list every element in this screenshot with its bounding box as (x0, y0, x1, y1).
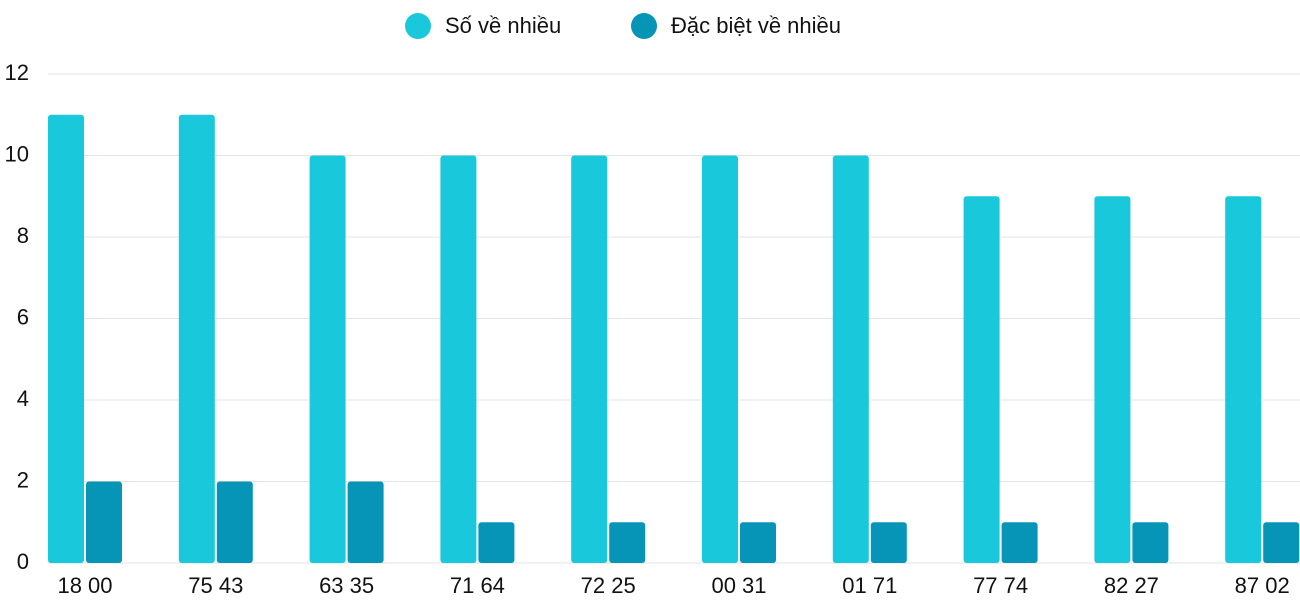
y-tick-label: 6 (17, 304, 29, 329)
y-tick-label: 8 (17, 223, 29, 248)
bar (440, 155, 477, 563)
bar (1132, 522, 1169, 563)
x-tick-label: 77 74 (973, 573, 1028, 598)
x-tick-label: 18 00 (57, 573, 112, 598)
bar (832, 155, 869, 563)
bar (48, 114, 84, 563)
x-tick-label: 71 64 (450, 573, 505, 598)
legend-swatch (405, 13, 431, 39)
x-tick-label: 82 27 (1104, 573, 1159, 598)
bar (347, 481, 384, 563)
x-tick-label: 63 35 (319, 573, 374, 598)
x-tick-label: 72 25 (581, 573, 636, 598)
bar (870, 522, 907, 563)
legend-swatch (631, 13, 657, 39)
y-tick-label: 0 (17, 549, 29, 574)
y-tick-label: 4 (17, 386, 29, 411)
y-tick-label: 2 (17, 467, 29, 492)
x-tick-label: 75 43 (188, 573, 243, 598)
legend-label: Đặc biệt về nhiều (671, 13, 841, 38)
x-tick-label: 87 02 (1235, 573, 1290, 598)
bar (1263, 522, 1300, 563)
legend-label: Số về nhiều (445, 13, 561, 38)
bar (1094, 196, 1131, 563)
bar (609, 522, 646, 563)
bar (963, 196, 1000, 563)
bar (216, 481, 253, 563)
y-tick-label: 12 (5, 60, 29, 85)
bar (1225, 196, 1262, 563)
bar (309, 155, 346, 563)
bar (1001, 522, 1038, 563)
x-tick-label: 01 71 (842, 573, 897, 598)
bar (702, 155, 738, 563)
bar (178, 114, 215, 563)
bar (740, 522, 776, 563)
bar (571, 155, 608, 563)
bar (478, 522, 515, 563)
bar (86, 481, 122, 563)
x-tick-label: 00 31 (711, 573, 766, 598)
y-tick-label: 10 (5, 141, 29, 166)
